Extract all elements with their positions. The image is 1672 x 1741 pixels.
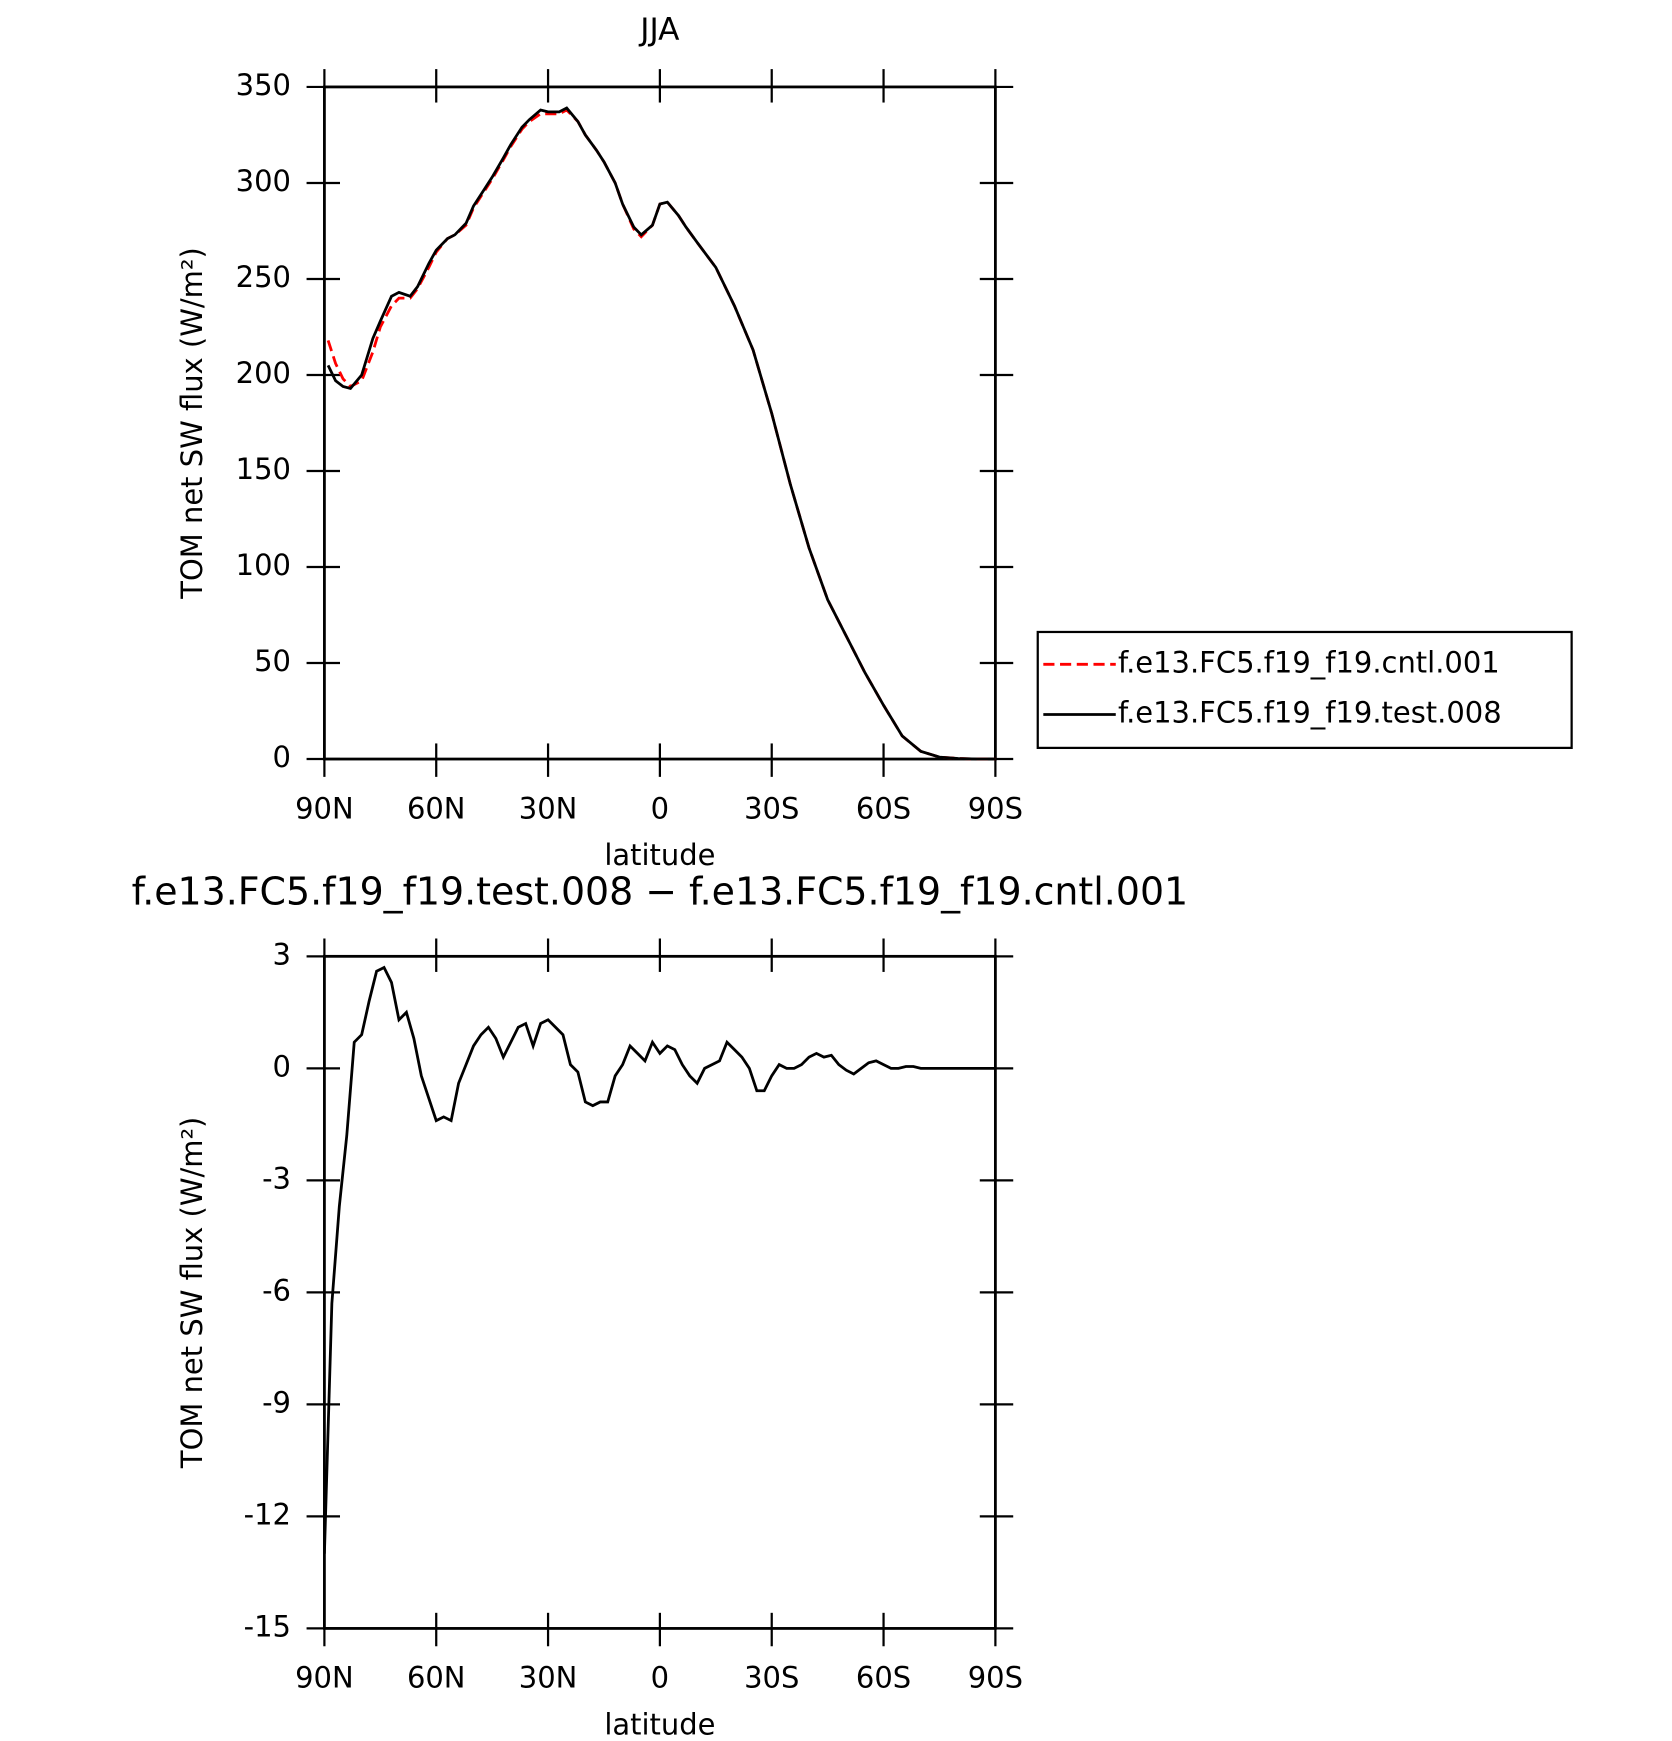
y-tick-label: -9 xyxy=(262,1385,291,1419)
y-tick-label: -6 xyxy=(262,1273,291,1307)
y-tick-label: -12 xyxy=(244,1497,291,1531)
y-tick-label: 150 xyxy=(236,452,291,486)
y-tick-label: 350 xyxy=(236,68,291,102)
data-line xyxy=(326,108,996,761)
x-axis-title: latitude xyxy=(604,838,715,872)
data-line xyxy=(326,106,996,761)
y-tick-label: 200 xyxy=(236,356,291,390)
legend-box xyxy=(1036,630,1573,750)
y-tick-label: 50 xyxy=(254,644,291,678)
x-tick-label: 0 xyxy=(651,791,669,825)
legend-label: f.e13.FC5.f19_f19.cntl.001 xyxy=(1118,645,1500,679)
y-axis-title: TOM net SW flux (W/m²) xyxy=(175,1117,209,1469)
x-tick-label: 90S xyxy=(968,791,1023,825)
chart-title: f.e13.FC5.f19_f19.test.008 − f.e13.FC5.f… xyxy=(132,869,1189,913)
plot-frame xyxy=(323,954,997,1630)
x-tick-label: 60S xyxy=(856,1661,911,1695)
x-tick-label: 60N xyxy=(407,791,466,825)
y-tick-label: -15 xyxy=(244,1609,291,1643)
y-tick-label: 0 xyxy=(273,740,291,774)
x-tick-label: 30S xyxy=(744,791,799,825)
x-tick-label: 0 xyxy=(651,1661,669,1695)
x-tick-label: 30N xyxy=(519,791,578,825)
y-tick-label: 100 xyxy=(236,548,291,582)
x-tick-label: 90N xyxy=(295,791,354,825)
x-tick-label: 90N xyxy=(295,1661,354,1695)
x-tick-label: 30N xyxy=(519,1661,578,1695)
y-tick-label: -3 xyxy=(262,1161,291,1195)
y-axis-title: TOM net SW flux (W/m²) xyxy=(175,247,209,599)
y-tick-label: 300 xyxy=(236,164,291,198)
x-tick-label: 60N xyxy=(407,1661,466,1695)
x-axis-title: latitude xyxy=(604,1708,715,1741)
y-tick-label: 250 xyxy=(236,260,291,294)
x-tick-label: 30S xyxy=(744,1661,799,1695)
y-tick-label: 3 xyxy=(273,937,291,971)
data-line xyxy=(323,965,996,1554)
x-tick-label: 90S xyxy=(968,1661,1023,1695)
legend-label: f.e13.FC5.f19_f19.test.008 xyxy=(1118,695,1502,729)
y-tick-label: 0 xyxy=(273,1049,291,1083)
plot-frame xyxy=(323,85,997,761)
x-tick-label: 60S xyxy=(856,791,911,825)
chart-title: JJA xyxy=(638,12,680,48)
